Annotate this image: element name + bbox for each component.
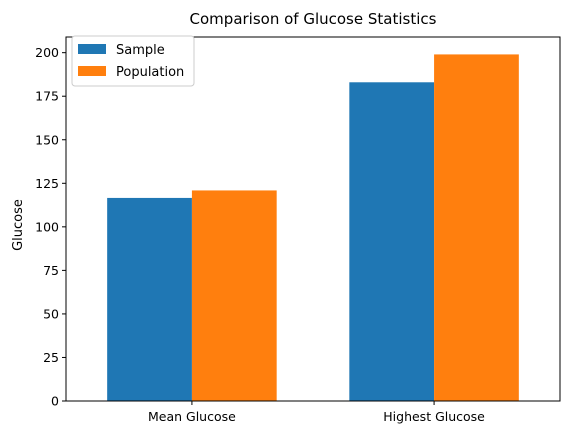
chart-title: Comparison of Glucose Statistics	[190, 10, 437, 28]
legend-swatch-sample	[78, 44, 106, 54]
y-tick-label-2: 50	[43, 306, 59, 321]
bar-sample-1	[349, 82, 435, 402]
x-tick-label-1: Highest Glucose	[383, 409, 485, 424]
y-tick-label-5: 125	[35, 176, 59, 191]
y-tick-label-0: 0	[51, 394, 59, 409]
x-tick-label-0: Mean Glucose	[148, 409, 236, 424]
y-axis: 0 25 50 75 100 125 150 175 200	[35, 45, 66, 409]
bars-group	[107, 54, 519, 402]
y-tick-label-3: 75	[43, 263, 59, 278]
legend-label-sample: Sample	[116, 43, 165, 58]
bar-population-1	[434, 54, 519, 402]
legend: Sample Population	[71, 35, 195, 87]
y-tick-label-6: 150	[35, 132, 59, 147]
y-tick-label-1: 25	[43, 350, 59, 365]
legend-swatch-population	[78, 66, 106, 76]
y-axis-label: Glucose	[11, 199, 26, 251]
x-axis: Mean Glucose Highest Glucose	[148, 401, 485, 424]
y-tick-label-4: 100	[35, 219, 59, 234]
legend-label-population: Population	[116, 65, 184, 80]
y-tick-label-8: 200	[35, 45, 59, 60]
plot-frame	[65, 36, 561, 402]
y-tick-label-7: 175	[35, 89, 59, 104]
bar-population-0	[191, 190, 277, 401]
bar-sample-0	[107, 197, 192, 401]
